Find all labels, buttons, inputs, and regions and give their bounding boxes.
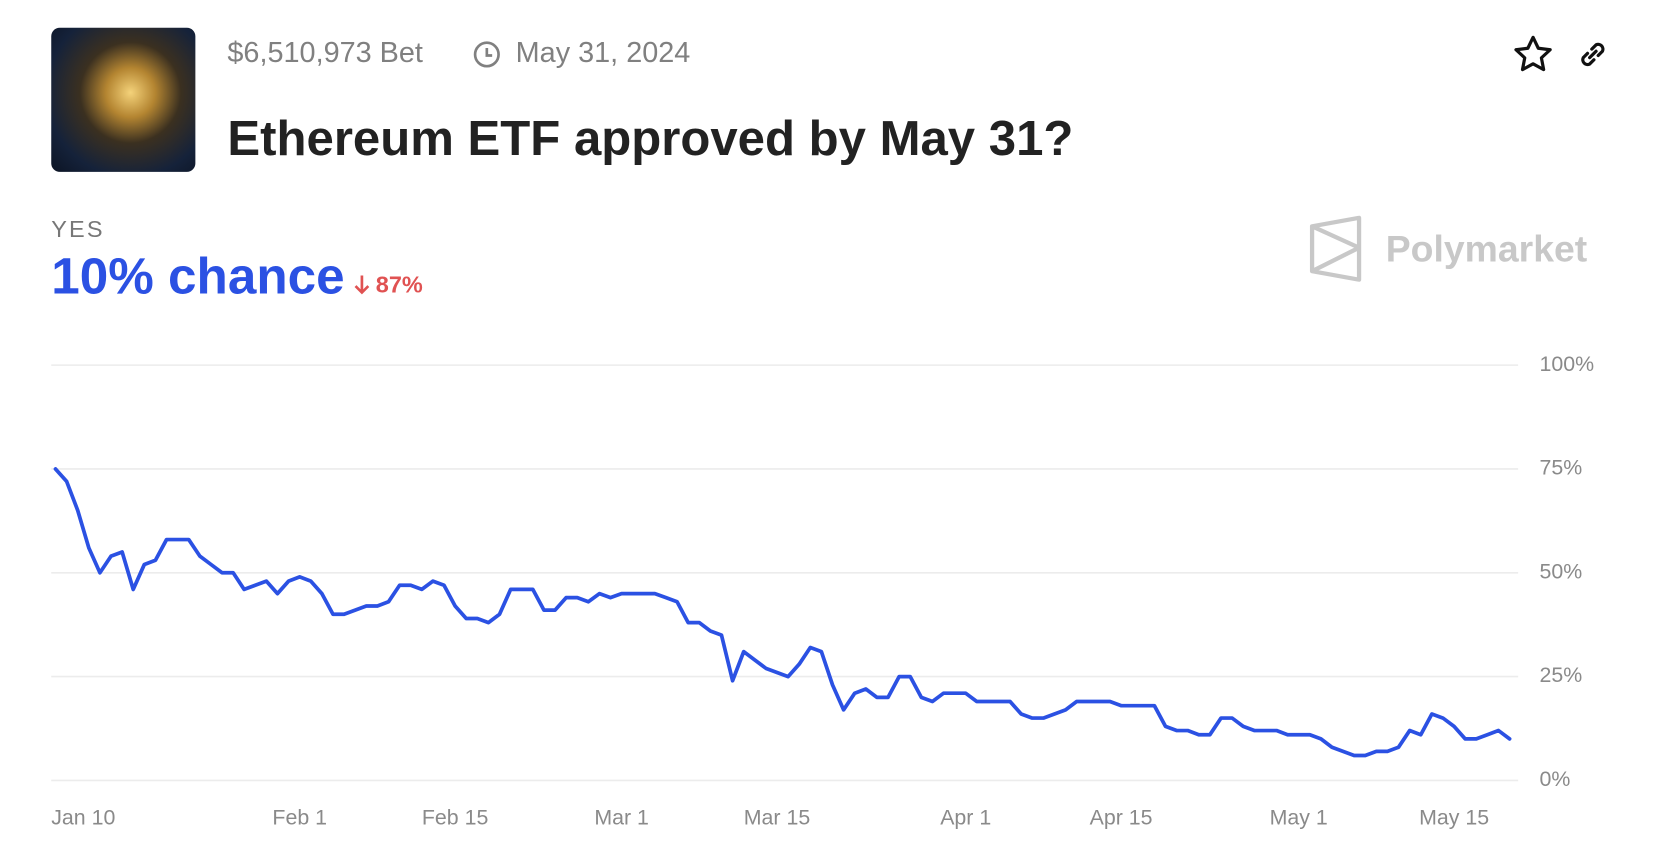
market-title: Ethereum ETF approved by May 31? (227, 109, 1074, 166)
x-tick-label: Mar 15 (744, 805, 810, 829)
price-line (53, 467, 1512, 758)
clock-icon (473, 41, 500, 68)
y-tick-label: 0% (1539, 767, 1570, 791)
y-tick-label: 100% (1539, 352, 1594, 376)
x-tick-label: Feb 15 (422, 805, 488, 829)
y-tick-label: 75% (1539, 456, 1582, 480)
brand-logo (1309, 215, 1362, 282)
y-tick-label: 50% (1539, 559, 1582, 583)
chance: 10% chance (51, 248, 345, 306)
x-tick-label: May 1 (1270, 805, 1328, 829)
x-tick-label: Jan 10 (51, 805, 115, 829)
x-tick-label: Apr 15 (1090, 805, 1153, 829)
market-thumbnail (51, 27, 196, 172)
change: 87% (375, 271, 423, 298)
end-date: May 31, 2024 (515, 36, 691, 69)
brand-name: Polymarket (1385, 228, 1588, 271)
outcome-label: YES (51, 215, 105, 243)
link-button[interactable] (1574, 35, 1612, 73)
star-button[interactable] (1512, 33, 1555, 76)
down-arrow (354, 275, 370, 295)
y-tick-label: 25% (1539, 663, 1582, 687)
x-tick-label: Mar 1 (594, 805, 649, 829)
x-tick-label: Apr 1 (940, 805, 991, 829)
volume: $6,510,973 Bet (227, 36, 423, 69)
x-tick-label: Feb 1 (272, 805, 327, 829)
x-tick-label: May 15 (1419, 805, 1489, 829)
